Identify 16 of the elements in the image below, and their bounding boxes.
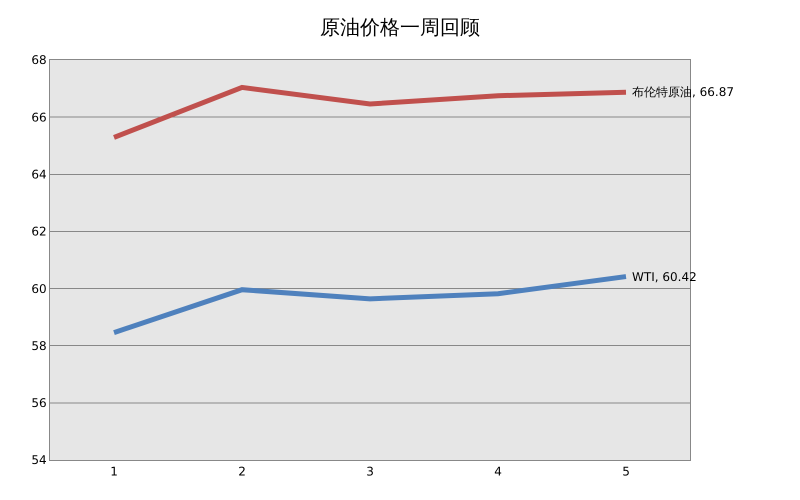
- x-tick-label: 1: [110, 464, 118, 478]
- y-tick-label: 66: [31, 110, 47, 124]
- chart-title: 原油价格一周回顾: [320, 15, 480, 39]
- y-tick-label: 58: [31, 338, 47, 353]
- y-tick-label: 54: [31, 453, 47, 468]
- y-tick-label: 60: [31, 282, 47, 296]
- y-tick-label: 56: [31, 396, 47, 410]
- y-tick-label: 62: [31, 224, 47, 239]
- x-tick-label: 2: [238, 464, 246, 478]
- x-tick-label: 3: [366, 464, 374, 478]
- text: 布伦特原油, 66.87: [632, 85, 734, 99]
- y-tick-label: 64: [31, 167, 47, 182]
- x-tick-label: 5: [622, 464, 630, 478]
- y-tick-label: 68: [31, 53, 47, 68]
- text: WTI, 60.42: [632, 270, 697, 284]
- x-tick-label: 4: [494, 464, 502, 478]
